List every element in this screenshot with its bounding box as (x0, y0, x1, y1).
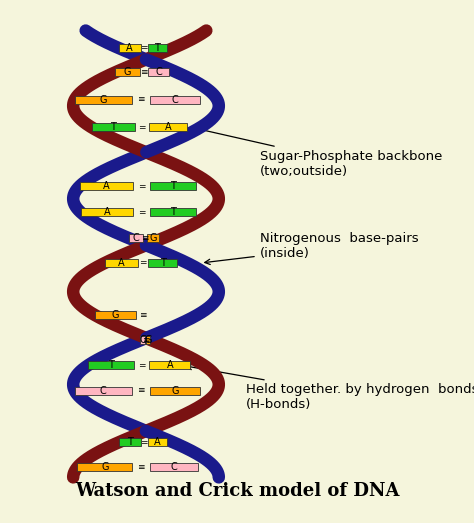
Text: G: G (124, 67, 131, 77)
Text: C: C (155, 67, 162, 77)
FancyBboxPatch shape (75, 386, 132, 394)
Text: T: T (160, 258, 166, 268)
Text: =: = (140, 43, 148, 53)
FancyBboxPatch shape (150, 208, 196, 217)
FancyBboxPatch shape (81, 208, 133, 217)
FancyBboxPatch shape (148, 68, 169, 76)
Text: T: T (108, 360, 114, 370)
Text: A: A (103, 207, 110, 217)
FancyBboxPatch shape (147, 44, 167, 52)
Text: T: T (154, 43, 160, 53)
Text: G: G (145, 335, 152, 345)
Text: Held together. by hydrogen  bonds
(H-bonds): Held together. by hydrogen bonds (H-bond… (186, 365, 474, 411)
Text: T: T (110, 122, 117, 132)
Text: C: C (172, 95, 179, 105)
Text: ≡: ≡ (137, 463, 145, 472)
FancyBboxPatch shape (149, 123, 187, 131)
FancyBboxPatch shape (129, 234, 143, 243)
Text: ≡: ≡ (137, 95, 145, 104)
Text: A: A (165, 122, 172, 132)
Text: Watson and Crick model of DNA: Watson and Crick model of DNA (75, 482, 399, 500)
FancyBboxPatch shape (140, 336, 145, 344)
Text: =: = (139, 258, 147, 267)
FancyBboxPatch shape (95, 311, 136, 319)
FancyBboxPatch shape (119, 438, 141, 446)
FancyBboxPatch shape (92, 123, 135, 131)
FancyBboxPatch shape (148, 259, 177, 267)
Text: ≡: ≡ (139, 311, 146, 320)
FancyBboxPatch shape (147, 438, 167, 446)
FancyBboxPatch shape (150, 463, 198, 471)
Text: =: = (137, 181, 145, 191)
Text: T: T (170, 181, 176, 191)
Text: =: = (137, 208, 145, 217)
FancyBboxPatch shape (119, 44, 141, 52)
FancyBboxPatch shape (88, 361, 134, 369)
Text: A: A (118, 258, 125, 268)
Text: C: C (139, 335, 146, 345)
Text: A: A (103, 181, 109, 191)
Text: T: T (170, 207, 176, 217)
FancyBboxPatch shape (116, 68, 140, 76)
Text: G: G (112, 310, 119, 320)
Text: ≡: ≡ (142, 336, 149, 345)
Text: G: G (100, 95, 107, 105)
Text: C: C (133, 233, 139, 243)
Text: A: A (166, 360, 173, 370)
FancyBboxPatch shape (75, 96, 132, 104)
FancyBboxPatch shape (80, 182, 133, 190)
Text: G: G (149, 233, 156, 243)
Text: ≡: ≡ (137, 386, 145, 395)
FancyBboxPatch shape (150, 386, 200, 394)
FancyBboxPatch shape (149, 361, 190, 369)
Text: =: = (140, 438, 148, 447)
FancyBboxPatch shape (146, 336, 150, 344)
Text: ≡: ≡ (140, 67, 147, 77)
FancyBboxPatch shape (150, 182, 196, 190)
Text: =: = (138, 123, 146, 132)
FancyBboxPatch shape (105, 259, 138, 267)
Text: A: A (127, 43, 133, 53)
Text: A: A (154, 437, 160, 447)
Text: T: T (127, 437, 133, 447)
Text: G: G (101, 462, 109, 472)
FancyBboxPatch shape (147, 234, 159, 243)
Text: =: = (138, 361, 146, 370)
FancyBboxPatch shape (77, 463, 132, 471)
FancyBboxPatch shape (150, 96, 200, 104)
Text: G: G (172, 385, 179, 395)
Text: ≡: ≡ (141, 234, 148, 243)
Text: C: C (100, 385, 107, 395)
Text: Nitrogenous  base-pairs
(inside): Nitrogenous base-pairs (inside) (205, 232, 419, 265)
Text: C: C (171, 462, 177, 472)
Text: Sugar-Phosphate backbone
(two;outside): Sugar-Phosphate backbone (two;outside) (196, 127, 442, 178)
